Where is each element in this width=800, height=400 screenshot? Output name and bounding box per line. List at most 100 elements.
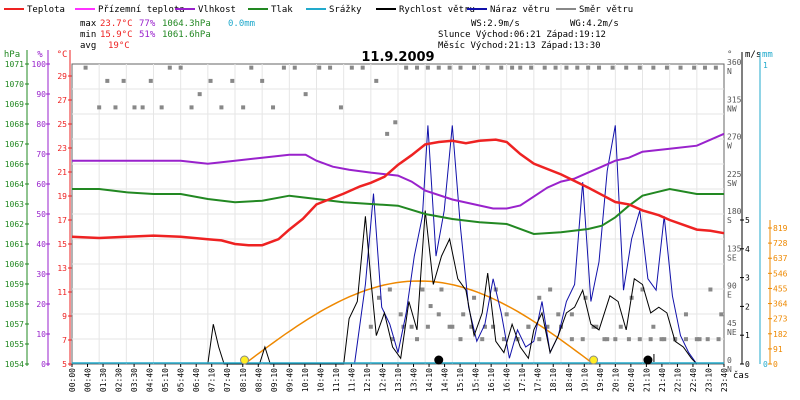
series-temperature [71, 138, 725, 247]
direction-point-66 [450, 324, 455, 329]
direction-point-80 [605, 337, 610, 342]
x-tick-25: 15:10 [456, 368, 465, 392]
direction-point-56 [702, 65, 707, 70]
wind-unit: m/s [745, 50, 761, 60]
x-tick-2: 01:30 [99, 368, 108, 392]
wind-tick-1: 1 [745, 331, 750, 340]
x-tick-6: 05:10 [161, 368, 170, 392]
humidity-tick-8: 80 [36, 120, 46, 129]
direction-point-94 [425, 324, 430, 329]
x-tick-8: 06:40 [192, 368, 201, 392]
x-tick-27: 16:10 [487, 368, 496, 392]
plot-area [71, 63, 725, 365]
humidity-tick-3: 30 [36, 270, 46, 279]
stats-avg-temp: 19°C [108, 41, 130, 51]
x-tick-11: 08:10 [239, 368, 248, 392]
direction-point-29 [385, 131, 390, 136]
temperature-tick-0: 5 [62, 360, 67, 369]
direction-point-58 [368, 324, 373, 329]
direction-point-116 [673, 337, 678, 342]
legend: Teplota Přízemní teplota Vlhkost Tlak Srážky… [4, 5, 633, 15]
series-solar [244, 280, 595, 365]
stats-moon: Měsíc Východ:21:13 Západ:13:30 [438, 41, 601, 51]
direction-point-112 [626, 337, 631, 342]
direction-tick-dir-7: NW [727, 104, 737, 113]
direction-point-119 [705, 337, 710, 342]
direction-point-5 [132, 105, 137, 110]
x-tick-36: 20:40 [627, 368, 636, 392]
stats-max-press: 1064.3hPa [162, 19, 211, 29]
direction-point-90 [719, 312, 724, 317]
humidity-tick-10: 100 [32, 60, 47, 69]
direction-point-100 [491, 324, 496, 329]
direction-point-67 [461, 312, 466, 317]
direction-point-36 [458, 65, 463, 70]
pressure-tick-4: 1059 [5, 280, 24, 289]
pressure-tick-13: 1069 [5, 100, 24, 109]
x-tick-13: 09:10 [270, 368, 279, 392]
x-tick-37: 21:10 [642, 368, 651, 392]
stats-min-label: min [80, 30, 96, 40]
direction-point-37 [472, 65, 477, 70]
rain-tick-1: 1 [763, 61, 768, 70]
x-tick-20: 12:40 [378, 368, 387, 392]
direction-point-101 [501, 337, 506, 342]
pressure-tick-6: 1061 [5, 240, 24, 249]
x-tick-29: 17:10 [518, 368, 527, 392]
pressure-tick-3: 1058 [5, 300, 24, 309]
direction-point-91 [390, 337, 395, 342]
series-humidity [72, 132, 725, 210]
direction-point-84 [651, 324, 656, 329]
direction-point-47 [586, 65, 591, 70]
direction-point-9 [167, 65, 172, 70]
direction-point-117 [683, 337, 688, 342]
x-tick-5: 04:40 [146, 368, 155, 392]
direction-tick-dir-1: NE [727, 328, 737, 337]
direction-tick-dir-0: N [727, 365, 732, 374]
temperature-tick-11: 27 [57, 96, 67, 105]
direction-point-46 [575, 65, 580, 70]
direction-point-3 [113, 105, 118, 110]
direction-tick-deg-6: 270 [727, 133, 742, 142]
wind-tick-0: 0 [745, 360, 750, 369]
direction-tick-dir-8: N [727, 67, 732, 76]
pressure-tick-14: 1070 [5, 80, 24, 89]
direction-point-18 [260, 78, 265, 83]
direction-point-17 [249, 65, 254, 70]
direction-tick-dir-5: SW [727, 179, 737, 188]
direction-point-120 [716, 337, 721, 342]
direction-point-21 [292, 65, 297, 70]
legend-label-4: Srážky [329, 5, 362, 15]
direction-point-42 [529, 65, 534, 70]
direction-point-12 [197, 92, 202, 97]
pressure-tick-0: 1054 [5, 360, 24, 369]
direction-point-60 [387, 287, 392, 292]
direction-point-78 [583, 295, 588, 300]
direction-point-109 [591, 324, 596, 329]
direction-point-115 [659, 337, 664, 342]
direction-point-54 [678, 65, 683, 70]
direction-point-106 [556, 312, 561, 317]
direction-point-8 [159, 105, 164, 110]
y-axis-rain: mm 0 1 [759, 50, 773, 369]
direction-point-35 [447, 65, 452, 70]
stats-min-temp: 15.9°C [100, 30, 133, 40]
direction-point-24 [328, 65, 333, 70]
x-tick-16: 10:40 [316, 368, 325, 392]
wind-tick-3: 3 [745, 274, 750, 283]
direction-point-85 [662, 337, 667, 342]
x-tick-35: 20:10 [611, 368, 620, 392]
direction-point-34 [436, 65, 441, 70]
pressure-unit: hPa [4, 50, 20, 60]
legend-label-2: Vlhkost [198, 5, 236, 15]
direction-point-26 [349, 65, 354, 70]
stats-max-rain: 0.0mm [228, 19, 255, 29]
direction-point-53 [664, 65, 669, 70]
direction-point-16 [241, 105, 246, 110]
markers [240, 354, 655, 365]
direction-tick-deg-5: 225 [727, 170, 742, 179]
direction-point-31 [404, 65, 409, 70]
direction-point-71 [504, 312, 509, 317]
x-tick-18: 11:40 [347, 368, 356, 392]
